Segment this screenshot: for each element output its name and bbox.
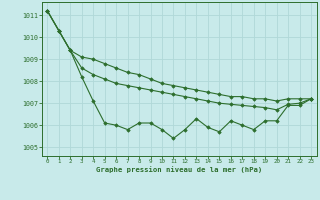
X-axis label: Graphe pression niveau de la mer (hPa): Graphe pression niveau de la mer (hPa) [96, 167, 262, 173]
